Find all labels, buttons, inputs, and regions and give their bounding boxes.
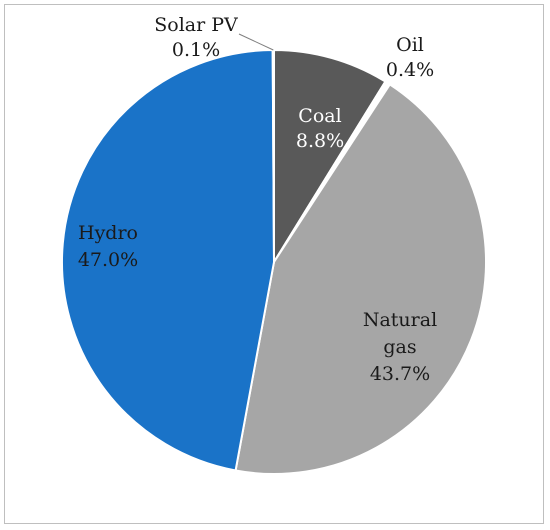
oil-value-label: 0.4% xyxy=(386,59,434,81)
solar-pv-value-label: 0.1% xyxy=(172,39,220,61)
leader-lines xyxy=(238,33,274,51)
solar-pv-name-label: Solar PV xyxy=(154,14,238,36)
natural-gas-value-label: 43.7% xyxy=(370,363,430,385)
hydro-value-label: 47.0% xyxy=(78,249,138,271)
slice-label-solar-pv: Solar PV 0.1% xyxy=(154,14,238,61)
pie-slice-hydro xyxy=(61,48,276,472)
slice-label-hydro: Hydro 47.0% xyxy=(78,222,138,271)
coal-value-label: 8.8% xyxy=(296,130,344,152)
pie-slices xyxy=(61,48,487,475)
leader-line-solar-pv xyxy=(238,33,274,51)
hydro-name-label: Hydro xyxy=(78,222,138,244)
pie-slice-coal xyxy=(273,48,387,266)
slice-label-natural-gas: Natural gas 43.7% xyxy=(363,309,437,385)
pie-slice-solar-pv xyxy=(271,48,275,263)
natural-gas-name-label-line2: gas xyxy=(383,336,416,358)
coal-name-label: Coal xyxy=(298,105,341,127)
oil-name-label: Oil xyxy=(396,34,424,56)
natural-gas-name-label-line1: Natural xyxy=(363,309,437,331)
pie-slice-natural-gas xyxy=(234,83,487,475)
slice-label-coal: Coal 8.8% xyxy=(296,105,344,152)
slice-label-oil: Oil 0.4% xyxy=(386,34,434,81)
